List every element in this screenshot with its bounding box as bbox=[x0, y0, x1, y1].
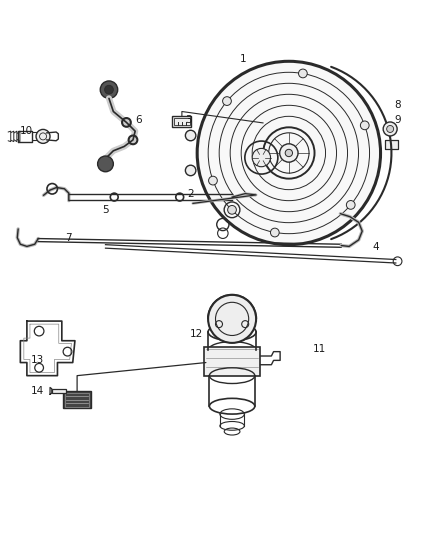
Text: 8: 8 bbox=[395, 100, 401, 110]
Bar bbox=[63, 391, 91, 408]
Text: 9: 9 bbox=[395, 115, 401, 125]
Circle shape bbox=[271, 228, 279, 237]
Circle shape bbox=[197, 61, 381, 245]
Bar bbox=[52, 389, 66, 393]
Circle shape bbox=[252, 148, 271, 167]
Circle shape bbox=[387, 125, 394, 133]
Text: 12: 12 bbox=[190, 329, 203, 339]
Text: 6: 6 bbox=[135, 115, 141, 125]
Text: 5: 5 bbox=[102, 205, 109, 215]
Text: 3: 3 bbox=[185, 115, 192, 125]
Bar bbox=[385, 140, 398, 149]
Text: 10: 10 bbox=[19, 126, 32, 136]
Text: 7: 7 bbox=[65, 233, 72, 243]
Text: 14: 14 bbox=[31, 386, 44, 396]
Bar bbox=[174, 118, 190, 125]
Bar bbox=[172, 116, 191, 127]
Text: 2: 2 bbox=[187, 189, 194, 199]
Circle shape bbox=[208, 295, 256, 343]
Circle shape bbox=[185, 130, 196, 141]
Text: 1: 1 bbox=[240, 54, 246, 64]
Text: 4: 4 bbox=[373, 242, 379, 252]
Circle shape bbox=[100, 81, 118, 99]
Circle shape bbox=[299, 69, 307, 78]
Circle shape bbox=[185, 165, 196, 176]
Circle shape bbox=[98, 156, 113, 172]
Circle shape bbox=[228, 205, 237, 214]
Circle shape bbox=[285, 149, 293, 157]
Text: 13: 13 bbox=[31, 356, 44, 365]
Circle shape bbox=[383, 122, 397, 136]
Circle shape bbox=[280, 144, 298, 162]
Circle shape bbox=[36, 130, 50, 143]
Text: 11: 11 bbox=[313, 344, 326, 354]
Circle shape bbox=[105, 85, 113, 94]
Circle shape bbox=[208, 176, 217, 185]
Circle shape bbox=[223, 96, 231, 106]
Bar bbox=[65, 393, 89, 407]
Circle shape bbox=[360, 121, 369, 130]
Bar bbox=[204, 348, 261, 376]
Circle shape bbox=[346, 200, 355, 209]
